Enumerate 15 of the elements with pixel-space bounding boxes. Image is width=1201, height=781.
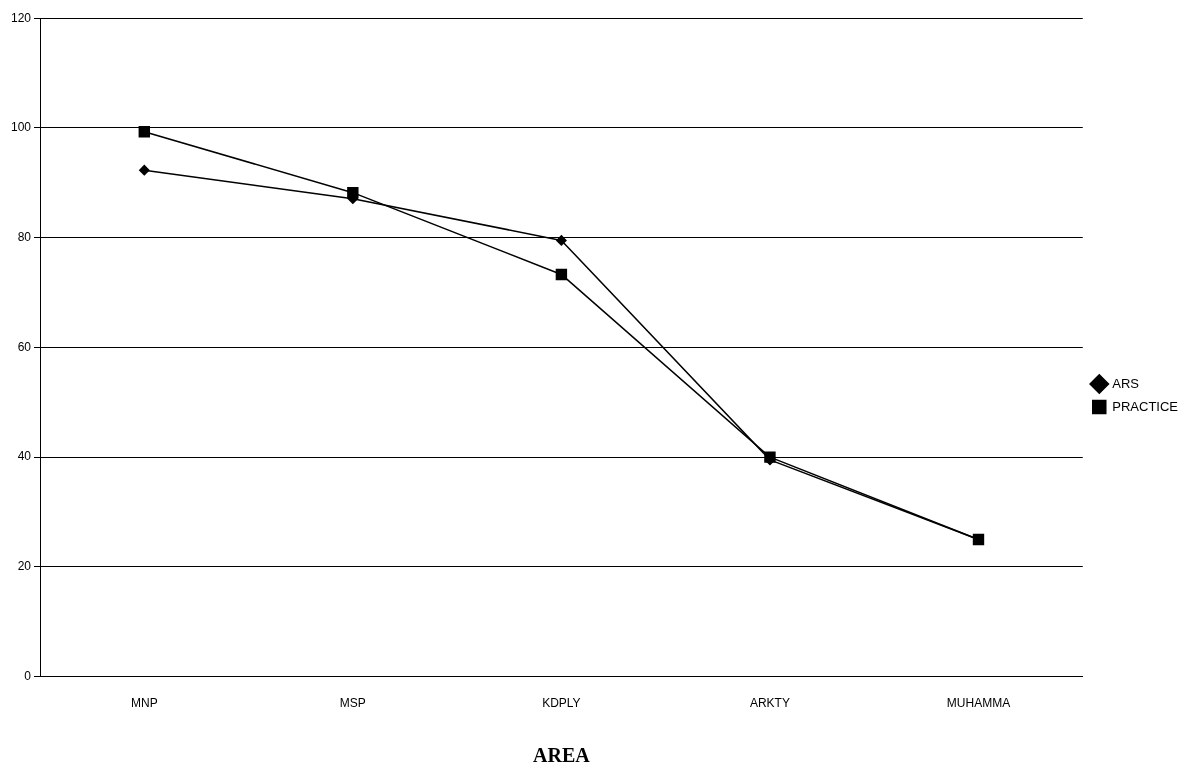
y-tick-label: 120 [10, 10, 32, 25]
y-tick-label: 0 [24, 668, 32, 683]
x-tick-label: MNP [130, 696, 158, 711]
legend-label: ARS [1112, 375, 1140, 391]
x-tick-label: KDPLY [542, 696, 581, 711]
y-tick-label: 80 [17, 229, 32, 244]
y-tick-label: 60 [17, 339, 32, 354]
x-tick-label: MSP [339, 696, 366, 711]
y-tick-label: 20 [17, 559, 32, 574]
legend-label: PRACTICE [1112, 398, 1179, 414]
x-tick-label: MUHAMMA [946, 696, 1011, 711]
y-tick-label: 100 [10, 120, 32, 135]
y-tick-label: 40 [17, 449, 32, 464]
x-axis-title: AREA [533, 744, 591, 767]
x-tick-label: ARKTY [749, 696, 790, 711]
